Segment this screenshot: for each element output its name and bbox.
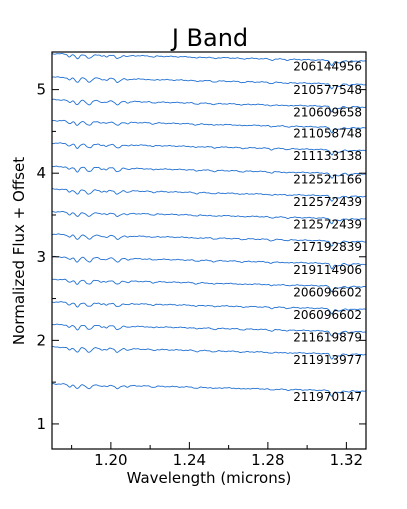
x-axis-label: Wavelength (microns): [127, 469, 292, 487]
y-axis-ticks: 1 2 3 4 5: [36, 81, 366, 433]
x-tick-label: 1.32: [330, 451, 363, 469]
y-tick-label: 5: [36, 81, 46, 99]
spectrum-line: [51, 76, 367, 90]
y-tick-label: 2: [36, 331, 46, 349]
spectrum-line: [51, 346, 367, 360]
series-label: 212572439: [293, 195, 362, 209]
spectrum-line: [51, 119, 367, 134]
series-label: 206096602: [293, 308, 362, 322]
series-label: 211133138: [293, 149, 362, 163]
spectrum-line: [51, 188, 367, 202]
series-label: 210609658: [293, 106, 362, 120]
y-tick-label: 1: [36, 415, 46, 433]
series-label: 206144956: [293, 60, 362, 74]
series-label: 219114906: [293, 263, 362, 277]
spectrum-line: [51, 210, 367, 225]
series-label: 206096602: [293, 285, 362, 299]
spectrum-line: [51, 255, 367, 270]
spectrum-line: [51, 323, 367, 337]
series-label: 211970147: [293, 390, 362, 404]
series-label: 211058748: [293, 127, 362, 141]
spectrum-line: [51, 301, 367, 315]
y-tick-label: 3: [36, 248, 46, 266]
x-tick-label: 1.24: [173, 451, 206, 469]
spectrum-line: [51, 278, 367, 293]
spectrum-line: [51, 383, 367, 397]
plot-frame: [51, 51, 367, 450]
x-axis-ticks: 1.20 1.24 1.28 1.32: [71, 442, 363, 469]
plot-labels: 206144956 210577548 210609658 211058748 2111…: [293, 60, 362, 404]
spectrum-line: [51, 52, 367, 66]
spectrum-line: [51, 233, 367, 247]
spectrum-line: [51, 165, 367, 179]
plot-lines: [51, 52, 367, 397]
spectrum-line: [51, 142, 367, 156]
y-tick-label: 4: [36, 164, 46, 182]
x-tick-label: 1.28: [251, 451, 284, 469]
y-axis-label: Normalized Flux + Offset: [10, 157, 28, 345]
series-label: 211913977: [293, 353, 362, 367]
series-label: 211619879: [293, 331, 362, 345]
chart-title: J Band: [170, 24, 248, 52]
series-label: 212521166: [293, 173, 362, 187]
x-tick-label: 1.20: [94, 451, 127, 469]
spectrum-line: [51, 98, 367, 113]
series-label: 212572439: [293, 218, 362, 232]
series-label: 210577548: [293, 83, 362, 97]
series-label: 217192839: [293, 240, 362, 254]
